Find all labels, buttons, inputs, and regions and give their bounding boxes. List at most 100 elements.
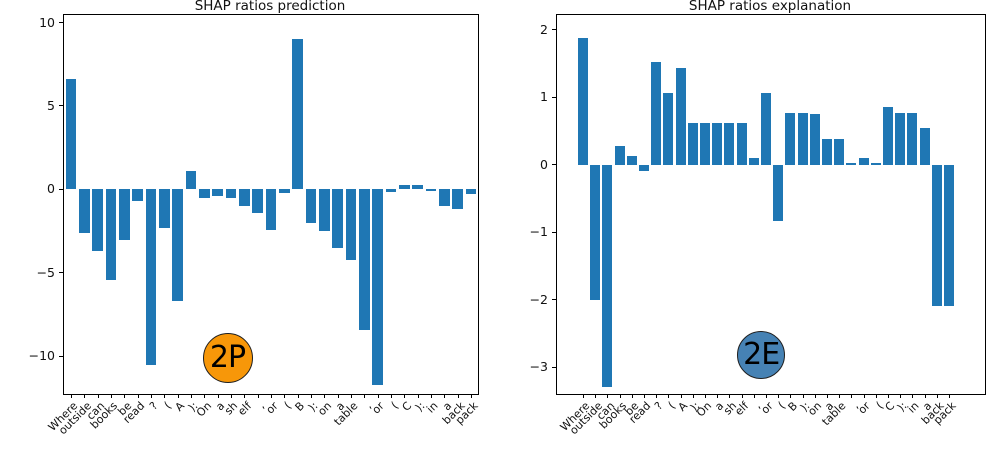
x-tick-mark <box>692 394 694 398</box>
x-tick-mark <box>471 394 472 398</box>
bar <box>578 37 588 165</box>
x-tick-mark <box>729 394 731 398</box>
y-tick-mark <box>552 231 556 233</box>
x-tick-mark <box>111 394 112 398</box>
bar <box>78 189 90 233</box>
x-tick-label: or <box>758 399 776 417</box>
bar <box>761 92 771 165</box>
x-tick-label: ? <box>147 399 161 413</box>
x-tick-mark <box>97 394 99 398</box>
x-tick-label: B <box>292 399 308 414</box>
bar <box>651 62 662 165</box>
x-tick-mark <box>164 394 166 398</box>
x-tick-mark <box>191 394 192 398</box>
x-tick-mark <box>656 394 658 398</box>
x-tick-mark <box>444 394 446 398</box>
x-tick-mark <box>311 394 312 398</box>
x-tick-mark <box>753 394 755 398</box>
bar <box>358 189 370 330</box>
x-tick-mark <box>619 394 621 398</box>
x-tick-mark <box>177 394 179 398</box>
x-tick-mark <box>204 394 206 398</box>
y-tick-label: −10 <box>28 348 55 364</box>
bar <box>92 189 103 252</box>
x-tick-mark <box>766 394 767 398</box>
bar <box>785 112 796 165</box>
y-tick-mark <box>552 164 556 166</box>
x-tick-mark <box>217 394 219 398</box>
x-tick-label: on <box>314 399 334 419</box>
bar <box>724 122 735 165</box>
x-tick-mark <box>827 394 828 398</box>
y-tick-mark <box>59 22 63 23</box>
bar <box>907 113 918 165</box>
x-tick-mark <box>351 394 352 398</box>
bar <box>663 92 674 165</box>
x-tick-mark <box>607 394 609 398</box>
y-tick-label: 0 <box>540 156 548 172</box>
x-tick-mark <box>936 394 938 398</box>
x-tick-mark <box>802 394 804 398</box>
x-tick-label: ? <box>652 399 666 413</box>
x-tick-mark <box>84 394 86 398</box>
bar <box>105 189 117 280</box>
x-tick-mark <box>875 394 877 398</box>
bar <box>846 162 857 165</box>
x-tick-label: in <box>905 399 922 416</box>
bar <box>748 157 759 165</box>
x-tick-mark <box>863 394 865 398</box>
bar <box>687 122 698 165</box>
x-tick-mark <box>778 394 780 398</box>
x-tick-mark <box>257 394 259 398</box>
y-tick-label: −5 <box>36 264 55 280</box>
y-tick-mark <box>552 366 556 368</box>
x-tick-mark <box>137 394 139 398</box>
right-chart-plot-area: 2 1 0 −1 −2 −3 Where outside can books be read?(A):… <box>530 14 986 437</box>
bar <box>438 189 450 207</box>
bar <box>931 164 942 307</box>
x-tick-label: C <box>399 399 414 414</box>
bar <box>834 139 845 165</box>
x-tick-mark <box>124 394 126 398</box>
y-tick-label: 1 <box>540 89 548 105</box>
left-chart-title: SHAP ratios prediction <box>194 0 346 14</box>
x-tick-label: elf <box>234 399 254 419</box>
x-tick-mark <box>231 394 232 398</box>
bar <box>736 122 747 165</box>
x-tick-mark <box>814 394 816 398</box>
x-tick-mark <box>364 394 366 398</box>
bar <box>883 106 893 165</box>
x-tick-label: or <box>263 399 281 417</box>
x-tick-mark <box>284 394 286 398</box>
x-tick-mark <box>337 394 339 398</box>
y-tick-mark <box>59 355 63 357</box>
bar <box>385 189 397 192</box>
x-tick-mark <box>851 394 853 398</box>
bar <box>345 189 357 260</box>
x-tick-mark <box>417 394 419 398</box>
bar <box>412 185 423 190</box>
y-tick-label: 5 <box>47 97 55 113</box>
bar <box>425 189 437 192</box>
bar <box>332 189 343 248</box>
bar <box>773 164 784 222</box>
x-tick-label: in <box>424 399 441 416</box>
y-tick-label: −3 <box>529 359 548 375</box>
x-tick-mark <box>297 394 299 398</box>
x-tick-label: elf <box>732 399 752 419</box>
bar <box>700 122 710 165</box>
x-tick-label: On <box>193 399 214 420</box>
x-tick-mark <box>924 394 926 398</box>
x-tick-mark <box>71 394 72 398</box>
x-tick-mark <box>912 394 914 398</box>
x-tick-mark <box>244 394 246 398</box>
chart-badge-2p: 2P <box>202 332 253 383</box>
bar <box>252 189 263 213</box>
x-tick-mark <box>839 394 841 398</box>
x-tick-label: ( <box>388 399 401 412</box>
y-tick-mark <box>59 272 63 274</box>
chart-badge-2e: 2E <box>737 330 786 379</box>
bar <box>398 185 410 190</box>
bar <box>895 112 906 165</box>
